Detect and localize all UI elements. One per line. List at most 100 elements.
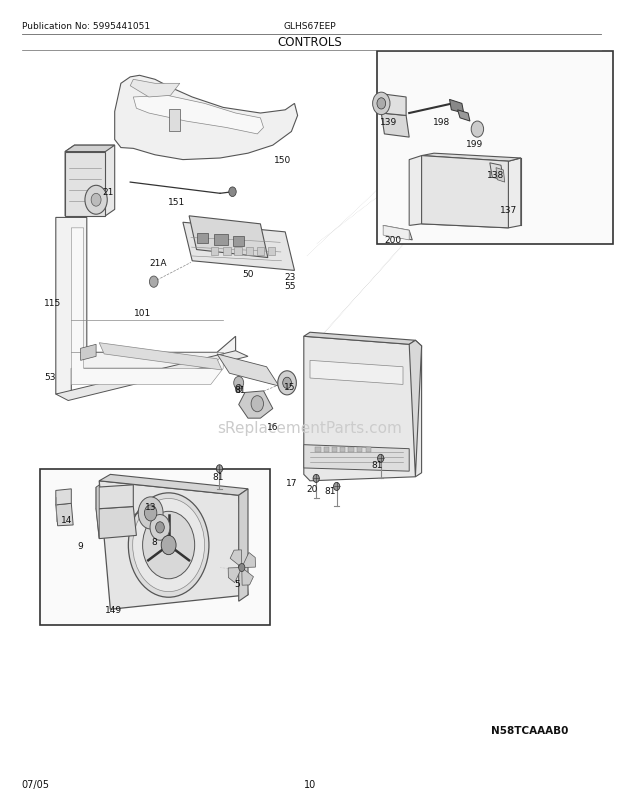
Text: CONTROLS: CONTROLS bbox=[278, 36, 342, 49]
Bar bbox=[169, 110, 180, 132]
Text: 101: 101 bbox=[134, 308, 151, 318]
Text: 151: 151 bbox=[168, 197, 185, 207]
Circle shape bbox=[251, 396, 264, 412]
Text: GLHS67EEP: GLHS67EEP bbox=[284, 22, 336, 31]
Bar bbox=[40, 469, 270, 626]
Polygon shape bbox=[383, 226, 409, 241]
Text: Publication No: 5995441051: Publication No: 5995441051 bbox=[22, 22, 150, 31]
Polygon shape bbox=[304, 333, 415, 345]
Polygon shape bbox=[496, 168, 505, 183]
Polygon shape bbox=[96, 485, 133, 509]
Circle shape bbox=[149, 277, 158, 288]
Polygon shape bbox=[130, 80, 180, 98]
Bar bbox=[340, 448, 345, 452]
Polygon shape bbox=[99, 481, 248, 610]
Circle shape bbox=[378, 455, 384, 463]
Polygon shape bbox=[383, 226, 412, 241]
Polygon shape bbox=[228, 568, 242, 583]
Polygon shape bbox=[56, 351, 248, 401]
Polygon shape bbox=[304, 337, 422, 481]
Text: 5: 5 bbox=[234, 579, 240, 589]
Text: 8: 8 bbox=[151, 537, 157, 546]
Circle shape bbox=[156, 522, 164, 533]
Text: 50: 50 bbox=[242, 269, 254, 279]
Polygon shape bbox=[458, 111, 470, 122]
Polygon shape bbox=[56, 504, 73, 526]
Polygon shape bbox=[304, 445, 409, 472]
Text: 200: 200 bbox=[384, 236, 401, 245]
Text: 138: 138 bbox=[487, 170, 505, 180]
Circle shape bbox=[236, 385, 242, 393]
Text: 198: 198 bbox=[433, 117, 450, 127]
Polygon shape bbox=[409, 341, 422, 477]
Polygon shape bbox=[422, 154, 521, 162]
Bar bbox=[268, 248, 275, 256]
Text: 21A: 21A bbox=[149, 258, 167, 268]
Bar bbox=[377, 52, 613, 245]
Polygon shape bbox=[310, 361, 403, 385]
Circle shape bbox=[471, 122, 484, 138]
Text: 17: 17 bbox=[286, 478, 297, 488]
Text: 13: 13 bbox=[145, 502, 156, 512]
Text: 139: 139 bbox=[380, 117, 397, 127]
Polygon shape bbox=[189, 217, 268, 258]
Polygon shape bbox=[81, 345, 96, 361]
Bar bbox=[232, 237, 244, 246]
Text: 81: 81 bbox=[213, 472, 224, 482]
Text: sReplacementParts.com: sReplacementParts.com bbox=[218, 421, 402, 435]
Text: 10: 10 bbox=[304, 780, 316, 789]
Circle shape bbox=[239, 564, 245, 572]
Polygon shape bbox=[239, 391, 273, 419]
Polygon shape bbox=[239, 489, 248, 602]
Bar bbox=[324, 448, 329, 452]
Polygon shape bbox=[71, 229, 223, 385]
Text: 07/05: 07/05 bbox=[22, 780, 50, 789]
Polygon shape bbox=[490, 164, 503, 180]
Bar bbox=[246, 248, 253, 256]
Text: 14: 14 bbox=[61, 515, 73, 525]
Polygon shape bbox=[115, 76, 298, 160]
Bar bbox=[234, 248, 242, 256]
Bar bbox=[197, 234, 208, 244]
Circle shape bbox=[216, 465, 223, 473]
Polygon shape bbox=[99, 343, 222, 371]
Polygon shape bbox=[183, 223, 294, 271]
Bar bbox=[223, 248, 231, 256]
Circle shape bbox=[138, 497, 163, 529]
Text: 23: 23 bbox=[285, 272, 296, 282]
Circle shape bbox=[334, 483, 340, 491]
Polygon shape bbox=[242, 568, 254, 585]
Text: 20: 20 bbox=[306, 484, 317, 494]
Bar bbox=[348, 448, 354, 452]
Bar bbox=[366, 448, 371, 452]
Circle shape bbox=[377, 99, 386, 110]
Circle shape bbox=[85, 186, 107, 215]
Text: 81: 81 bbox=[235, 385, 246, 395]
Polygon shape bbox=[65, 146, 115, 217]
Text: 9: 9 bbox=[78, 541, 84, 550]
Circle shape bbox=[278, 371, 296, 395]
Circle shape bbox=[91, 194, 101, 207]
Polygon shape bbox=[381, 114, 409, 138]
Bar bbox=[356, 448, 362, 452]
Circle shape bbox=[150, 515, 170, 541]
Bar bbox=[257, 248, 264, 256]
Text: 21: 21 bbox=[103, 188, 114, 197]
Text: 150: 150 bbox=[273, 156, 291, 165]
Polygon shape bbox=[422, 156, 508, 229]
Circle shape bbox=[283, 378, 291, 389]
Circle shape bbox=[161, 536, 176, 555]
Polygon shape bbox=[56, 218, 236, 395]
Polygon shape bbox=[96, 485, 99, 539]
Polygon shape bbox=[96, 507, 136, 539]
Circle shape bbox=[133, 499, 205, 592]
Text: 15: 15 bbox=[285, 382, 296, 391]
Polygon shape bbox=[99, 475, 248, 496]
Text: 55: 55 bbox=[285, 282, 296, 291]
Circle shape bbox=[128, 493, 209, 597]
Polygon shape bbox=[65, 152, 105, 217]
Bar bbox=[214, 235, 228, 245]
Circle shape bbox=[234, 377, 244, 390]
Circle shape bbox=[313, 475, 319, 483]
Polygon shape bbox=[65, 146, 115, 152]
